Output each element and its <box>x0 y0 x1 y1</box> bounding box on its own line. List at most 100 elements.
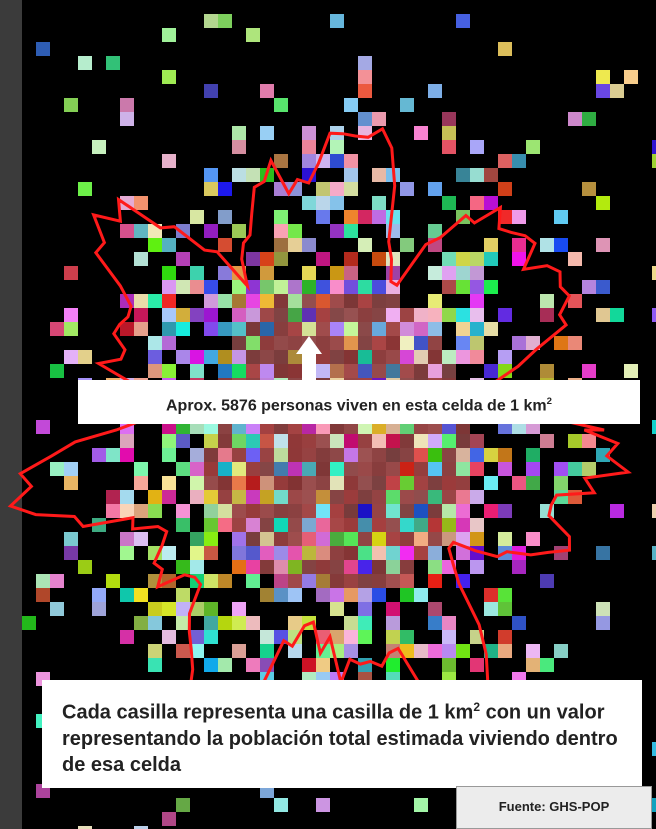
pixel-cell <box>442 658 456 672</box>
pixel-cell <box>204 504 218 518</box>
pixel-cell <box>386 476 400 490</box>
pixel-cell <box>484 588 498 602</box>
pixel-cell <box>568 112 582 126</box>
pixel-cell <box>218 476 232 490</box>
pixel-cell <box>288 616 302 630</box>
pixel-cell <box>190 476 204 490</box>
pixel-cell <box>344 280 358 294</box>
pixel-cell <box>204 14 218 28</box>
pixel-cell <box>176 252 190 266</box>
pixel-cell <box>358 294 372 308</box>
pixel-cell <box>288 322 302 336</box>
pixel-cell <box>428 476 442 490</box>
pixel-cell <box>540 574 554 588</box>
pixel-cell <box>484 504 498 518</box>
pixel-cell <box>358 210 372 224</box>
pixel-cell <box>344 350 358 364</box>
pixel-cell <box>498 350 512 364</box>
pixel-cell <box>596 308 610 322</box>
pixel-cell <box>400 238 414 252</box>
pixel-cell <box>148 658 162 672</box>
pixel-cell <box>260 504 274 518</box>
pixel-cell <box>204 532 218 546</box>
pixel-cell <box>260 532 274 546</box>
pixel-cell <box>484 280 498 294</box>
pixel-cell <box>218 210 232 224</box>
pixel-cell <box>204 350 218 364</box>
pixel-cell <box>330 546 344 560</box>
pixel-cell <box>442 448 456 462</box>
pixel-cell <box>148 350 162 364</box>
pixel-cell <box>246 350 260 364</box>
pixel-cell <box>120 588 134 602</box>
pixel-cell <box>316 490 330 504</box>
pixel-cell <box>190 280 204 294</box>
pixel-cell <box>232 294 246 308</box>
pixel-cell <box>232 126 246 140</box>
pixel-cell <box>414 364 428 378</box>
pixel-cell <box>218 504 232 518</box>
pixel-cell <box>36 574 50 588</box>
pixel-cell <box>148 602 162 616</box>
pixel-cell <box>358 308 372 322</box>
pixel-cell <box>232 504 246 518</box>
pixel-cell <box>246 168 260 182</box>
pixel-cell <box>106 490 120 504</box>
pixel-cell <box>288 490 302 504</box>
pixel-cell <box>288 588 302 602</box>
pixel-cell <box>386 504 400 518</box>
pixel-cell <box>36 588 50 602</box>
pixel-cell <box>246 574 260 588</box>
pixel-cell <box>554 476 568 490</box>
pixel-cell <box>498 182 512 196</box>
pixel-cell <box>484 168 498 182</box>
pixel-cell <box>372 364 386 378</box>
pixel-cell <box>218 448 232 462</box>
pixel-cell <box>176 602 190 616</box>
pixel-cell <box>330 154 344 168</box>
pixel-cell <box>246 560 260 574</box>
pixel-cell <box>344 266 358 280</box>
pixel-cell <box>120 504 134 518</box>
pixel-cell <box>428 462 442 476</box>
pixel-cell <box>400 546 414 560</box>
pixel-cell <box>330 532 344 546</box>
pixel-cell <box>162 308 176 322</box>
pixel-cell <box>190 560 204 574</box>
pixel-cell <box>204 518 218 532</box>
pixel-cell <box>316 210 330 224</box>
pixel-cell <box>204 448 218 462</box>
pixel-cell <box>288 546 302 560</box>
pixel-cell <box>344 532 358 546</box>
pixel-cell <box>428 602 442 616</box>
pixel-cell <box>134 224 148 238</box>
pixel-cell <box>428 182 442 196</box>
pixel-cell <box>358 70 372 84</box>
pixel-cell <box>302 658 316 672</box>
pixel-cell <box>92 588 106 602</box>
pixel-cell <box>274 448 288 462</box>
pixel-cell <box>50 322 64 336</box>
pixel-cell <box>456 168 470 182</box>
pixel-cell <box>92 140 106 154</box>
pixel-cell <box>204 546 218 560</box>
pixel-cell <box>470 308 484 322</box>
pixel-cell <box>288 224 302 238</box>
pixel-cell <box>190 490 204 504</box>
pixel-cell <box>50 364 64 378</box>
pixel-cell <box>652 742 656 756</box>
pixel-cell <box>260 560 274 574</box>
pixel-cell <box>190 266 204 280</box>
pixel-cell <box>302 154 316 168</box>
pixel-cell <box>246 434 260 448</box>
pixel-cell <box>78 560 92 574</box>
pixel-cell <box>330 518 344 532</box>
pixel-cell <box>92 602 106 616</box>
pixel-cell <box>526 658 540 672</box>
pixel-cell <box>526 644 540 658</box>
pixel-cell <box>428 84 442 98</box>
pixel-cell <box>344 518 358 532</box>
pixel-cell <box>456 518 470 532</box>
pixel-cell <box>386 350 400 364</box>
pixel-cell <box>596 602 610 616</box>
